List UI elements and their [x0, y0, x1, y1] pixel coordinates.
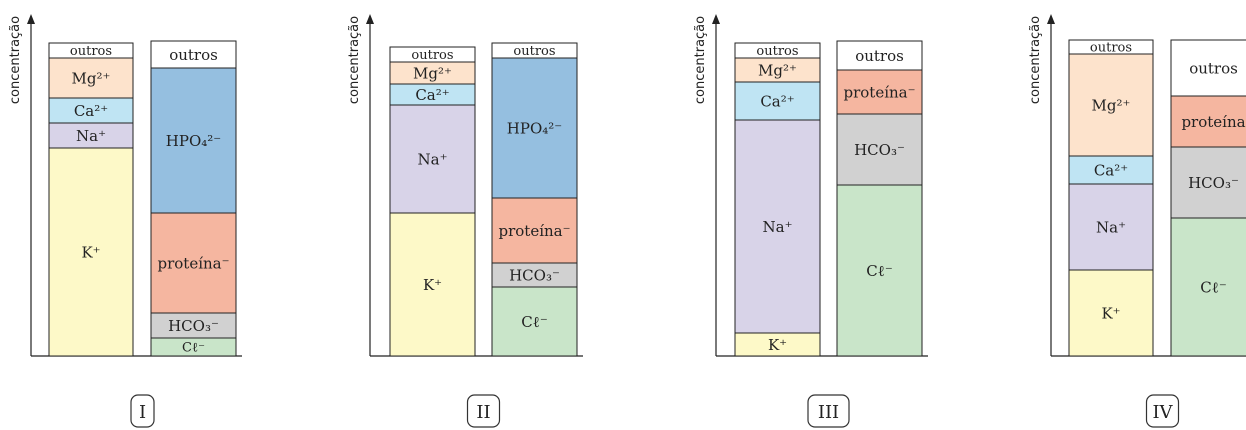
segment-label-outros: outros — [756, 44, 798, 59]
column-anions: Cℓ⁻ HCO₃⁻ proteína⁻ HPO₄²⁻ outros — [491, 42, 578, 357]
column-anions: Cℓ⁻ HCO₃⁻ proteína outros — [1170, 39, 1246, 357]
panel-i: concentração K⁺ Na⁺ Ca²⁺ Mg²⁺ outros Cℓ⁻ HCO₃⁻ p… — [8, 14, 242, 428]
bar-segment-outros — [734, 42, 821, 59]
bar-segment-outros — [836, 40, 923, 71]
y-axis-label: concentração — [1028, 16, 1043, 104]
bar-segment-cl — [491, 286, 578, 357]
segment-label-ca: Ca²⁺ — [760, 92, 794, 110]
column-cations: K⁺ Na⁺ Ca²⁺ Mg²⁺ outros — [734, 42, 821, 357]
bar-segment-ca — [734, 81, 821, 121]
segment-label-k: K⁺ — [768, 336, 787, 354]
panel-label-box — [466, 394, 501, 428]
segment-label-na: Na⁺ — [1096, 218, 1126, 236]
panel-iv: concentração K⁺ Na⁺ Ca²⁺ Mg²⁺ outros Cℓ⁻ HCO₃⁻ p… — [1028, 14, 1246, 428]
segment-label-outros: outros — [1189, 59, 1238, 77]
segment-label-mg: Mg²⁺ — [413, 64, 452, 82]
y-axis-arrow-icon — [366, 14, 374, 24]
segment-label-outros: outros — [169, 46, 218, 64]
panel-label: IV — [1152, 402, 1173, 423]
y-axis-label: concentração — [693, 16, 708, 104]
segment-label-k: K⁺ — [423, 276, 442, 294]
panel-label: II — [476, 402, 490, 423]
bar-segment-hpo4 — [491, 57, 578, 199]
bar-segment-mg — [48, 57, 134, 99]
segment-label-mg: Mg²⁺ — [72, 69, 111, 87]
segment-label-hpo4: HPO₄²⁻ — [166, 132, 221, 150]
segment-label-proteina: proteína⁻ — [157, 254, 229, 272]
bar-segment-outros — [491, 42, 578, 59]
segment-label-k: K⁺ — [81, 243, 100, 261]
y-axis-arrow-icon — [27, 14, 35, 24]
panel-label-box — [130, 394, 155, 428]
bar-segment-proteina — [1170, 95, 1246, 148]
panel-label-box — [1145, 394, 1180, 428]
bar-segment-proteina — [491, 197, 578, 264]
segment-label-hco3: HCO₃⁻ — [1188, 174, 1239, 192]
bar-segment-hco3 — [150, 312, 237, 339]
bar-segment-hco3 — [836, 113, 923, 186]
column-anions: Cℓ⁻ HCO₃⁻ proteína⁻ HPO₄²⁻ outros — [150, 40, 237, 357]
segment-label-outros: outros — [513, 44, 555, 59]
panel-iii: concentração K⁺ Na⁺ Ca²⁺ Mg²⁺ outros Cℓ⁻ HCO₃⁻ p… — [693, 14, 928, 428]
segment-label-hco3: HCO₃⁻ — [854, 141, 905, 159]
bar-segment-proteina — [836, 69, 923, 115]
bar-segment-outros — [48, 42, 134, 59]
segment-label-outros: outros — [70, 44, 112, 59]
segment-label-outros: outros — [1090, 41, 1132, 56]
bar-segment-mg — [734, 57, 821, 83]
segment-label-ca: Ca²⁺ — [415, 86, 449, 104]
y-axis-label: concentração — [8, 16, 23, 104]
panel-label: III — [818, 402, 839, 423]
segment-label-k: K⁺ — [1101, 304, 1120, 322]
column-anions: Cℓ⁻ HCO₃⁻ proteína⁻ outros — [836, 40, 923, 357]
segment-label-outros: outros — [411, 48, 453, 63]
bar-segment-outros — [1068, 39, 1154, 55]
segment-label-proteina: proteína⁻ — [843, 83, 915, 101]
segment-label-cl: Cℓ⁻ — [1200, 278, 1227, 296]
bar-segment-ca — [48, 97, 134, 124]
segment-label-na: Na⁺ — [418, 150, 448, 168]
segment-label-ca: Ca²⁺ — [1094, 161, 1128, 179]
column-cations: K⁺ Na⁺ Ca²⁺ Mg²⁺outros — [389, 46, 476, 357]
segment-label-ca: Ca²⁺ — [74, 102, 108, 120]
segment-label-mg: Mg²⁺ — [758, 61, 797, 79]
bar-segment-outros — [389, 46, 476, 63]
segment-label-cl: Cℓ⁻ — [866, 262, 893, 280]
segment-label-proteina: proteína — [1181, 113, 1245, 131]
bar-segment-mg — [1068, 53, 1154, 157]
segment-label-cl: Cℓ⁻ — [182, 341, 205, 356]
segment-label-cl: Cℓ⁻ — [521, 313, 548, 331]
bar-segment-na — [734, 119, 821, 334]
segment-label-hpo4: HPO₄²⁻ — [507, 119, 562, 137]
column-cations: K⁺ Na⁺ Ca²⁺ Mg²⁺ outros — [1068, 39, 1154, 357]
segment-label-hco3: HCO₃⁻ — [168, 317, 219, 335]
bar-segment-cl — [1170, 217, 1246, 357]
y-axis-label: concentração — [347, 16, 362, 104]
panel-label: I — [139, 402, 146, 423]
panel-ii: concentraçãoK⁺Na⁺Ca²⁺Mg²⁺outrosCℓ⁻HCO₃⁻p… — [347, 14, 583, 428]
segment-label-hco3: HCO₃⁻ — [509, 266, 560, 284]
segment-label-na: Na⁺ — [763, 218, 793, 236]
bar-segment-ca — [1068, 155, 1154, 185]
segment-label-outros: outros — [855, 47, 904, 65]
panel-label-box — [807, 394, 850, 428]
column-cations: K⁺ Na⁺ Ca²⁺ Mg²⁺ outros — [48, 42, 134, 357]
y-axis-arrow-icon — [712, 14, 720, 24]
bar-segment-hco3 — [491, 262, 578, 288]
bar-segment-outros — [150, 40, 237, 69]
y-axis-arrow-icon — [1047, 14, 1055, 24]
segment-label-proteina: proteína⁻ — [498, 222, 570, 240]
segment-label-mg: Mg²⁺ — [1092, 96, 1131, 114]
segment-label-na: Na⁺ — [76, 127, 106, 145]
bar-segment-outros — [1170, 39, 1246, 97]
bar-segment-na — [1068, 183, 1154, 271]
bar-segment-k — [48, 147, 134, 357]
bar-segment-cl — [836, 184, 923, 357]
bar-segment-na — [389, 104, 476, 214]
bar-segment-k — [389, 212, 476, 357]
bar-segment-k — [1068, 269, 1154, 357]
